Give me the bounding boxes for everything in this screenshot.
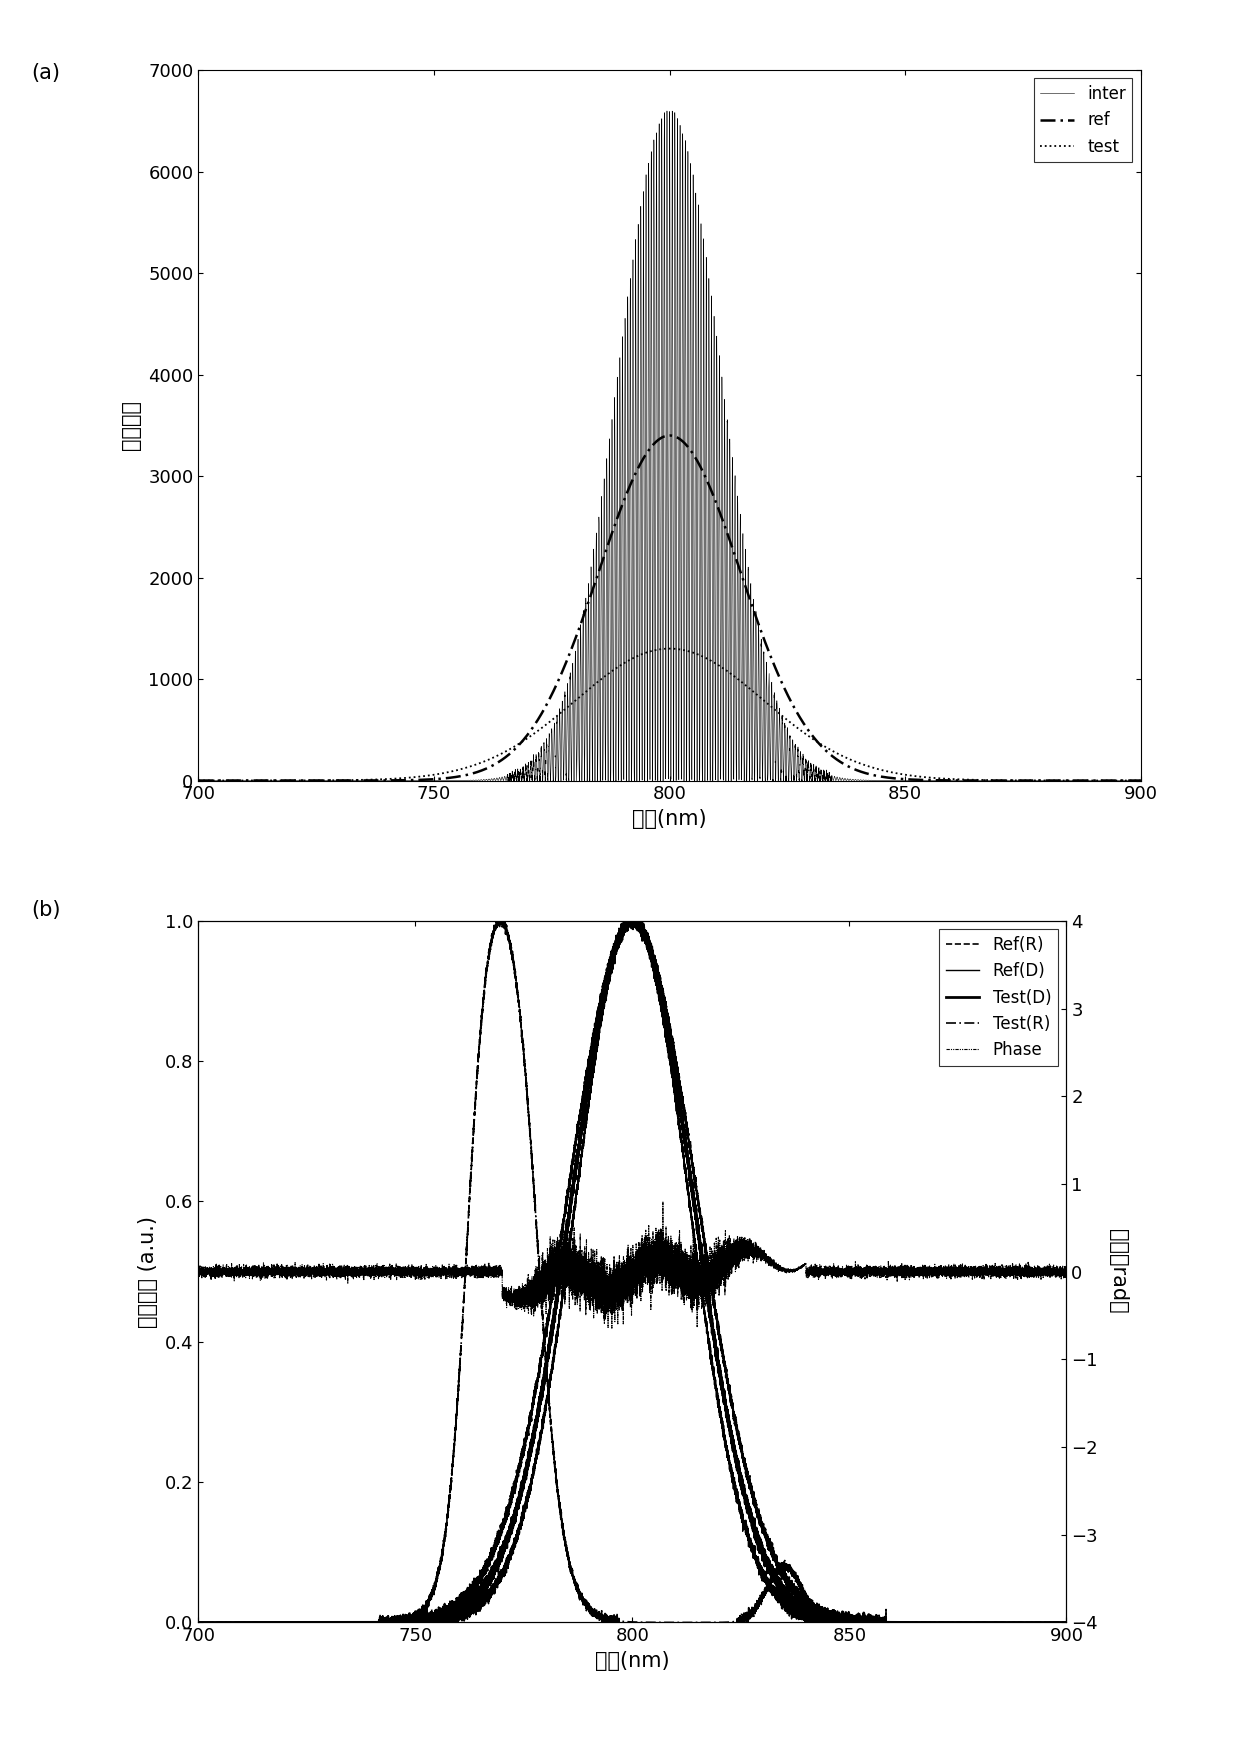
Test(D) bbox=[191, 1612, 206, 1633]
test bbox=[796, 723, 811, 744]
Ref(D) bbox=[1003, 1612, 1018, 1633]
Ref(D) bbox=[812, 1612, 827, 1633]
Ref(R) bbox=[601, 952, 616, 973]
inter bbox=[1133, 770, 1148, 791]
Line: inter: inter bbox=[198, 111, 1141, 784]
Ref(D) bbox=[407, 1608, 422, 1629]
Phase bbox=[748, 1242, 763, 1263]
Line: ref: ref bbox=[198, 435, 1141, 781]
Ref(D) bbox=[748, 1545, 763, 1566]
ref bbox=[796, 712, 811, 733]
inter bbox=[866, 770, 880, 791]
Phase bbox=[1003, 1256, 1018, 1277]
Ref(D) bbox=[715, 1417, 730, 1438]
Test(R) bbox=[1059, 1612, 1074, 1633]
Ref(R) bbox=[715, 1351, 730, 1372]
Test(D) bbox=[388, 1612, 403, 1633]
Phase bbox=[1059, 1261, 1074, 1282]
Ref(R) bbox=[748, 1498, 763, 1519]
ref bbox=[866, 765, 880, 786]
Phase bbox=[407, 1259, 422, 1280]
Ref(R) bbox=[1059, 1612, 1074, 1633]
Test(R) bbox=[812, 1603, 827, 1624]
Ref(D) bbox=[1059, 1612, 1074, 1633]
Y-axis label: 光谱强度: 光谱强度 bbox=[122, 400, 141, 451]
Y-axis label: 相位（rad）: 相位（rad） bbox=[1109, 1230, 1128, 1314]
Test(R) bbox=[490, 905, 505, 926]
Test(R) bbox=[407, 1605, 422, 1626]
ref bbox=[191, 770, 206, 791]
ref bbox=[761, 640, 776, 661]
Phase bbox=[604, 1319, 619, 1340]
ref bbox=[662, 424, 677, 446]
Test(R) bbox=[191, 1612, 206, 1633]
test bbox=[636, 642, 651, 663]
test bbox=[425, 765, 440, 786]
Line: Test(R): Test(R) bbox=[198, 916, 1066, 1622]
inter bbox=[796, 749, 811, 770]
Legend: Ref(R), Ref(D), Test(D), Test(R), Phase: Ref(R), Ref(D), Test(D), Test(R), Phase bbox=[940, 930, 1058, 1066]
Test(D) bbox=[407, 1612, 422, 1633]
Test(R) bbox=[601, 1607, 616, 1628]
Phase bbox=[601, 1280, 616, 1301]
Text: (a): (a) bbox=[31, 63, 60, 82]
Y-axis label: 光谱强度 (a.u.): 光谱强度 (a.u.) bbox=[138, 1216, 157, 1328]
Line: Phase: Phase bbox=[198, 1201, 1066, 1330]
Text: (b): (b) bbox=[31, 900, 61, 919]
inter bbox=[1073, 770, 1087, 791]
Ref(R) bbox=[626, 905, 641, 926]
ref bbox=[636, 447, 651, 468]
inter bbox=[191, 770, 206, 791]
Test(D) bbox=[715, 1382, 730, 1403]
Phase bbox=[715, 1230, 730, 1251]
Phase bbox=[656, 1191, 671, 1212]
test bbox=[866, 758, 880, 779]
X-axis label: 波长(nm): 波长(nm) bbox=[595, 1651, 670, 1672]
Ref(D) bbox=[601, 966, 616, 988]
Test(R) bbox=[392, 1612, 407, 1633]
Ref(R) bbox=[812, 1596, 827, 1617]
Ref(D) bbox=[622, 903, 637, 924]
Test(D) bbox=[812, 1612, 827, 1633]
Line: Ref(R): Ref(R) bbox=[198, 916, 1066, 1622]
ref bbox=[1133, 770, 1148, 791]
inter bbox=[761, 721, 776, 742]
test bbox=[1073, 770, 1087, 791]
Legend: inter, ref, test: inter, ref, test bbox=[1034, 79, 1132, 163]
Test(R) bbox=[748, 1594, 763, 1615]
Line: Ref(D): Ref(D) bbox=[198, 914, 1066, 1622]
Ref(R) bbox=[371, 1612, 386, 1633]
X-axis label: 波长(nm): 波长(nm) bbox=[632, 809, 707, 830]
Test(D) bbox=[1003, 1612, 1018, 1633]
Phase bbox=[191, 1265, 206, 1286]
Test(R) bbox=[1003, 1612, 1018, 1633]
Ref(R) bbox=[407, 1605, 422, 1626]
inter bbox=[789, 774, 804, 795]
Ref(R) bbox=[191, 1612, 206, 1633]
Ref(D) bbox=[405, 1612, 420, 1633]
Test(D) bbox=[748, 1519, 763, 1540]
inter bbox=[425, 770, 440, 791]
Ref(D) bbox=[191, 1612, 206, 1633]
Test(D) bbox=[622, 903, 637, 924]
test bbox=[1133, 770, 1148, 791]
inter bbox=[636, 512, 651, 533]
Phase bbox=[812, 1259, 827, 1280]
ref bbox=[425, 768, 440, 789]
Test(R) bbox=[715, 1612, 730, 1633]
test bbox=[761, 695, 776, 716]
test bbox=[662, 638, 677, 660]
ref bbox=[1073, 770, 1087, 791]
Test(D) bbox=[601, 963, 616, 984]
Ref(R) bbox=[1003, 1612, 1018, 1633]
Test(D) bbox=[1059, 1612, 1074, 1633]
inter bbox=[660, 100, 675, 121]
test bbox=[191, 770, 206, 791]
Line: test: test bbox=[198, 649, 1141, 781]
Line: Test(D): Test(D) bbox=[198, 914, 1066, 1622]
